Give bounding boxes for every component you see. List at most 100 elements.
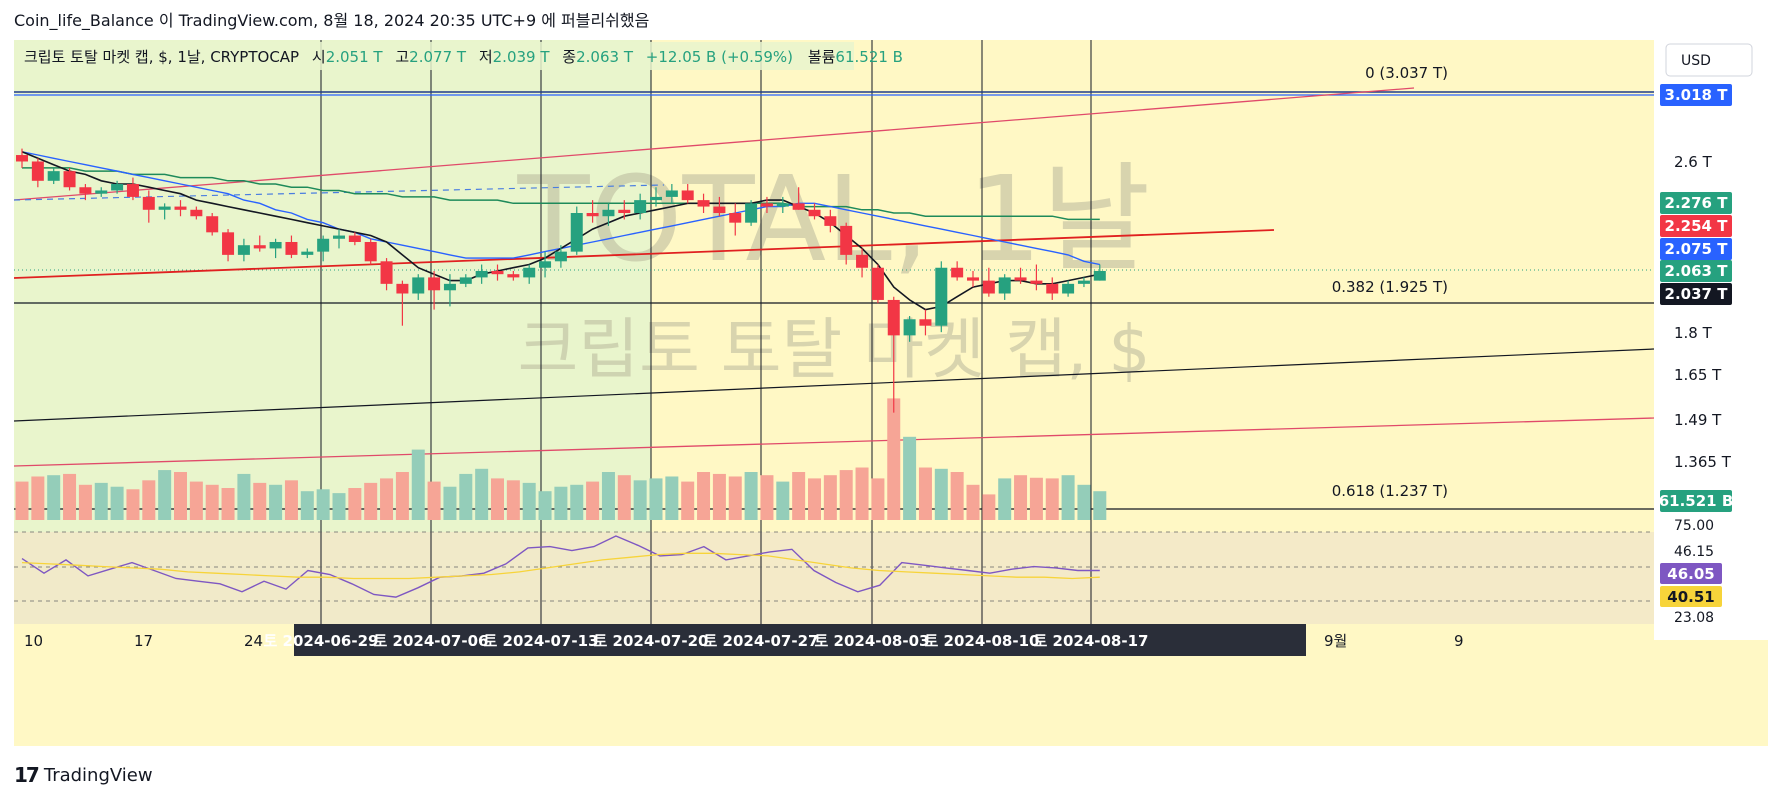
candle-body (760, 203, 773, 207)
candle-body (602, 209, 615, 217)
volume-bar (78, 484, 92, 520)
legend-open-label: 시 (312, 48, 326, 66)
time-axis-label: 9월 (1324, 632, 1347, 650)
volume-bar (554, 486, 568, 520)
fib-label: 0.382 (1.925 T) (1332, 278, 1448, 296)
price-scale-label: 1.365 T (1674, 453, 1732, 471)
candle-body (919, 319, 932, 326)
price-badge-text: 2.075 T (1665, 240, 1729, 258)
legend-text: 크립토 토탈 마켓 캡, $, 1날, CRYPTOCAP 시2.051 T 고… (24, 48, 903, 66)
tradingview-logo[interactable]: 17 TradingView (14, 760, 153, 790)
volume-bar (760, 475, 774, 520)
rsi-line (21, 535, 1100, 598)
fib-labels: 0 (3.037 T) 0.382 (1.925 T) 0.618 (1.237 T… (1332, 64, 1448, 500)
volume-bar (411, 449, 425, 520)
price-badge-text: 2.063 T (1665, 262, 1729, 280)
candle-body (618, 209, 631, 214)
volume-bar (332, 493, 346, 520)
candle-body (491, 270, 504, 275)
symbol-legend: 크립토 토탈 마켓 캡, $, 1날, CRYPTOCAP 시2.051 T 고… (18, 42, 903, 70)
candle-body (776, 203, 789, 207)
legend-high: 2.077 T (409, 48, 467, 66)
volume-bar (538, 491, 552, 520)
volume-bar (316, 489, 330, 520)
candle-body (475, 270, 488, 278)
rsi-scale-label: 46.15 (1674, 544, 1714, 560)
candle-body (824, 216, 837, 226)
volume-bar (63, 473, 77, 520)
volume-bar (744, 472, 758, 520)
date-pill: 토 2024-07-06 (374, 632, 489, 650)
dashed-blue-trendline (13, 184, 665, 201)
volume-bar (475, 468, 489, 520)
candle-body (1014, 277, 1027, 281)
price-chart[interactable]: TOTAL, 1날 크립토 토탈 마켓 캡, $ 0 (3.037 T)0.38… (13, 40, 1768, 746)
chart-frame[interactable]: TOTAL, 1날 크립토 토탈 마켓 캡, $ 0 (3.037 T) 0.38… (13, 40, 1768, 746)
volume-bar (934, 468, 948, 520)
candle-body (285, 241, 298, 255)
ma-green-line (22, 167, 1100, 221)
candle-body (745, 203, 758, 223)
volume-bars (15, 398, 1107, 520)
volume-bar (300, 491, 314, 520)
candle-body (206, 216, 219, 233)
volume-bar (887, 398, 901, 520)
lower-channel-trendline (13, 417, 1655, 467)
author-name[interactable]: Coin_life_Balance (14, 11, 154, 30)
header-particle: 이 (158, 11, 174, 30)
candle-body (142, 196, 155, 210)
legend-backdrop (18, 42, 854, 70)
volume-bar (855, 467, 869, 520)
volume-bar (269, 484, 283, 520)
price-scale-label: 2.6 T (1674, 153, 1713, 171)
currency-button[interactable]: USD (1665, 43, 1753, 77)
legend-open: 2.051 T (326, 48, 384, 66)
candle-body (459, 277, 472, 284)
rsi-badge-text: 46.05 (1667, 565, 1714, 583)
price-badge (1660, 238, 1732, 260)
candle-body (63, 171, 76, 188)
candle-body (539, 261, 552, 268)
time-axis: 10 17 24 9월 9토 2024-06-29토 2024-07-06토 2024-… (14, 624, 1654, 658)
legend-high-label: 고 (395, 48, 409, 66)
price-badge (1660, 490, 1732, 512)
volume-bar (839, 470, 853, 520)
candle-body (443, 283, 456, 291)
candle-body (650, 196, 662, 201)
black-trendline (13, 348, 1655, 422)
candle-body (158, 206, 171, 210)
price-badge-text: 2.254 T (1665, 217, 1729, 235)
candle-body (364, 241, 377, 262)
publish-header: Coin_life_Balance 이 TradingView.com, 8월 … (14, 8, 649, 34)
tv-logo-text: TradingView (43, 764, 153, 786)
candle-body (317, 238, 330, 252)
price-scale-label: 1.49 T (1674, 411, 1722, 429)
candle-body (253, 245, 266, 249)
volume-bar (253, 482, 267, 520)
volume-bar (491, 478, 504, 520)
currency-button-box[interactable] (1665, 43, 1753, 77)
volume-bar (601, 472, 615, 520)
volume-bar (110, 486, 124, 520)
rsi-scale-label: 23.08 (1674, 610, 1714, 626)
volume-bar (380, 478, 394, 520)
legend-low: 2.039 T (493, 48, 551, 66)
price-badge-text: 3.018 T (1665, 86, 1729, 104)
candle-body (412, 277, 425, 294)
currency-button-label[interactable]: USD (1681, 53, 1711, 69)
price-badge-text: 2.037 T (1665, 285, 1729, 303)
candle-body (570, 213, 583, 252)
candle-body (95, 190, 108, 194)
volume-bar (284, 480, 298, 520)
legend-close-label: 종 (562, 48, 576, 66)
volume-bar (31, 476, 45, 520)
candle-body (333, 235, 345, 239)
price-badges: 3.018 T 2.276 T 2.254 T 2.075 T 2.063 T 2.037… (1659, 84, 1733, 607)
volume-bar (142, 480, 156, 520)
fib-label: 0.618 (1.237 T) (1332, 482, 1448, 500)
candle-body (808, 209, 821, 217)
candle-body (951, 267, 964, 278)
volume-bar (570, 484, 584, 520)
time-axis-label: 17 (134, 632, 153, 650)
candle-body (935, 267, 948, 326)
